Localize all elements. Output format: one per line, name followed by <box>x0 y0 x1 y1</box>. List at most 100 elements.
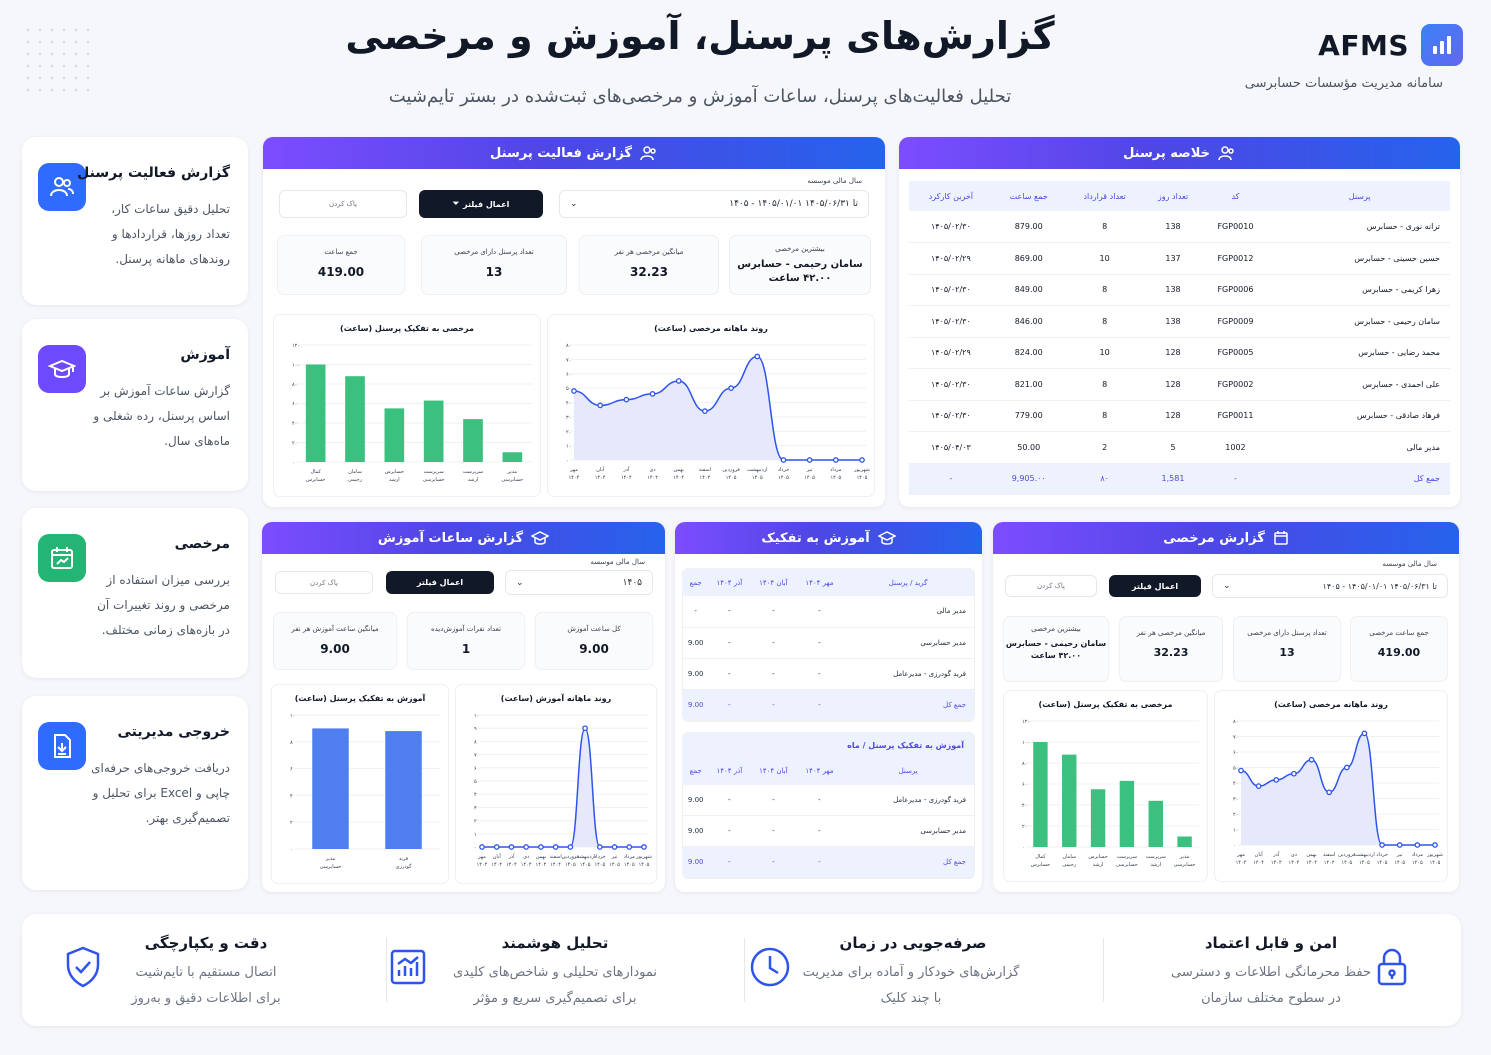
y-tick-label: ۰ <box>474 845 477 851</box>
bar[interactable] <box>1119 780 1135 847</box>
bar[interactable] <box>345 376 365 462</box>
chart-title: روند ماهانه مرخصی (ساعت) <box>1274 700 1388 709</box>
data-point[interactable] <box>479 844 485 850</box>
x-tick-label: آذر ۱۴۰۴ <box>506 853 517 868</box>
table-cell: 846.00 <box>992 305 1065 338</box>
y-tick-label: ۲۰ <box>566 429 571 435</box>
bar[interactable] <box>423 400 444 462</box>
total-cell: - <box>1201 463 1270 495</box>
fiscal-year-select[interactable]: ⌄ ۱۴۰۵ - ۱۴۰۵/۰۱/۰۱ تا ۱۴۰۵/۰۶/۳۱ <box>559 190 869 218</box>
data-point[interactable] <box>675 378 682 384</box>
y-tick-label: ۱ <box>474 832 477 838</box>
data-point[interactable] <box>493 844 500 850</box>
data-point[interactable] <box>1379 842 1385 848</box>
clear-button[interactable]: پاک کردن <box>279 190 407 218</box>
data-point[interactable] <box>596 844 603 850</box>
data-point[interactable] <box>1238 767 1244 774</box>
table-row[interactable]: مدیر حسابرسی - - -9.00 <box>683 627 974 659</box>
y-tick-label: ۵۰ <box>566 386 571 392</box>
data-point[interactable] <box>582 725 588 732</box>
table-row[interactable]: محمد رضایی - حسابرس FGP0005 128 10 824.00 ۱۴۰… <box>909 337 1450 369</box>
y-tick-label: ۱۰ <box>474 713 479 719</box>
table-row[interactable]: مدیر مالی 1002 5 2 50.00 ۱۴۰۵/۰۴/۰۳ <box>909 431 1450 464</box>
stat-total-hours: جمع ساعت 419.00 <box>277 235 405 295</box>
table-cell: 138 <box>1144 305 1202 338</box>
bar[interactable] <box>1033 742 1048 847</box>
clear-button[interactable]: پاک کردن <box>275 571 373 594</box>
x-tick-label: بهمن ۱۴۰۴ <box>673 467 684 481</box>
table-cell: - <box>750 596 797 628</box>
page-title: گزارش‌های پرسنل، آموزش و مرخصی <box>345 14 1055 58</box>
clock-icon <box>745 942 795 992</box>
bar[interactable] <box>312 728 349 849</box>
data-point[interactable] <box>567 844 574 850</box>
x-tick-label: بهمن ۱۴۰۴ <box>536 854 547 868</box>
bar[interactable] <box>384 408 405 462</box>
data-point[interactable] <box>806 457 813 463</box>
chart-title: مرخصی به تفکیک پرسنل (ساعت) <box>1039 700 1173 709</box>
data-point[interactable] <box>641 844 647 850</box>
table-row[interactable]: فرید گودرزی - مدیرعامل - - -9.00 <box>683 784 974 816</box>
apply-filter-button[interactable]: اعمال فیلتر <box>1109 575 1201 597</box>
apply-filter-button[interactable]: اعمال فیلتر <box>386 571 494 594</box>
data-point[interactable] <box>626 844 633 850</box>
data-point[interactable] <box>1396 842 1403 848</box>
bar[interactable] <box>502 452 523 462</box>
table-cell: ۱۴۰۵/۰۲/۳۰ <box>909 211 993 243</box>
data-point[interactable] <box>1273 777 1280 783</box>
data-point[interactable] <box>754 353 761 360</box>
feature-title: خروجی مدیریتی <box>117 724 231 740</box>
personnel-month-subheader: آموزش به تفکیک پرسنل / ماه <box>683 732 974 758</box>
table-row[interactable]: سامان رحیمی - حسابرس FGP0009 138 8 846.00 ۱۴۰… <box>909 305 1450 338</box>
data-point[interactable] <box>508 844 515 850</box>
table-cell: FGP0002 <box>1201 368 1270 401</box>
table-row[interactable]: علی احمدی - حسابرس FGP0002 128 8 821.00 ۱۴۰۵/… <box>909 368 1450 401</box>
bar[interactable] <box>385 731 422 849</box>
bar[interactable] <box>463 419 483 462</box>
data-point[interactable] <box>611 844 618 850</box>
bar[interactable] <box>1148 800 1163 847</box>
table-row[interactable]: زهرا کریمی - حسابرس FGP0006 138 8 849.00 ۱۴۰۵… <box>909 274 1450 306</box>
y-tick-label: ۴۰ <box>1022 803 1027 809</box>
data-point[interactable] <box>728 385 734 391</box>
lock-icon <box>1367 942 1417 992</box>
total-row: جمع کل -1,581 ۸۰ 9,905.۰۰- <box>909 463 1450 495</box>
table-row[interactable]: مدیر حسابرسی - - -9.00 <box>683 815 974 847</box>
data-point[interactable] <box>1343 764 1350 771</box>
data-point[interactable] <box>538 844 544 850</box>
data-point[interactable] <box>1326 789 1333 796</box>
data-point[interactable] <box>571 388 577 394</box>
data-point[interactable] <box>597 402 604 409</box>
bar[interactable] <box>1090 789 1106 847</box>
table-row[interactable]: حسین حسینی - حسابرس FGP0012 137 10 869.00 ۱۴۰… <box>909 242 1450 275</box>
table-row[interactable]: فرهاد صادقی - حسابرس FGP0011 128 8 779.00 ۱۴۰… <box>909 400 1450 432</box>
data-point[interactable] <box>523 844 530 850</box>
data-point[interactable] <box>623 396 630 403</box>
data-point[interactable] <box>1255 783 1262 789</box>
bar[interactable] <box>1062 754 1077 847</box>
apply-filter-button[interactable]: اعمال فیلتر ⏷ <box>419 190 543 218</box>
clear-button[interactable]: پاک کردن <box>1005 575 1097 597</box>
data-point[interactable] <box>649 391 656 397</box>
data-point[interactable] <box>1432 842 1438 848</box>
data-point[interactable] <box>1414 842 1421 848</box>
fiscal-year-select[interactable]: ⌄ ۱۴۰۵ - ۱۴۰۵/۰۱/۰۱ تا ۱۴۰۵/۰۶/۳۱ <box>1212 574 1448 598</box>
table-row[interactable]: ترانه نوری - حسابرس FGP0010 138 8 879.00 ۱۴۰۵… <box>909 211 1450 243</box>
table-row[interactable]: مدیر مالی - - - - <box>683 596 974 628</box>
table-row[interactable]: فرید گودرزی - مدیرعامل - - -9.00 <box>683 658 974 690</box>
data-point[interactable] <box>1291 770 1297 777</box>
bar[interactable] <box>1177 836 1192 848</box>
data-point[interactable] <box>1361 730 1368 737</box>
data-point[interactable] <box>832 457 839 463</box>
data-point[interactable] <box>552 844 559 850</box>
x-tick-label: خرداد ۱۴۰۵ <box>594 854 606 868</box>
bar[interactable] <box>305 364 326 463</box>
fiscal-year-select[interactable]: ⌄ ۱۴۰۵ <box>505 570 653 595</box>
data-point[interactable] <box>859 457 865 463</box>
table-cell: 879.00 <box>992 211 1065 243</box>
data-point[interactable] <box>702 408 708 414</box>
data-point[interactable] <box>780 457 787 463</box>
data-point[interactable] <box>1308 756 1315 763</box>
bar-chart-svg: مرخصی به تفکیک پرسنل (ساعت) ۰ ۲۰ ۴۰ ۶۰ ۸۰ ۱۰۰ ۱… <box>1022 700 1199 868</box>
x-tick-label: حسابرس ارشد <box>1088 854 1107 868</box>
